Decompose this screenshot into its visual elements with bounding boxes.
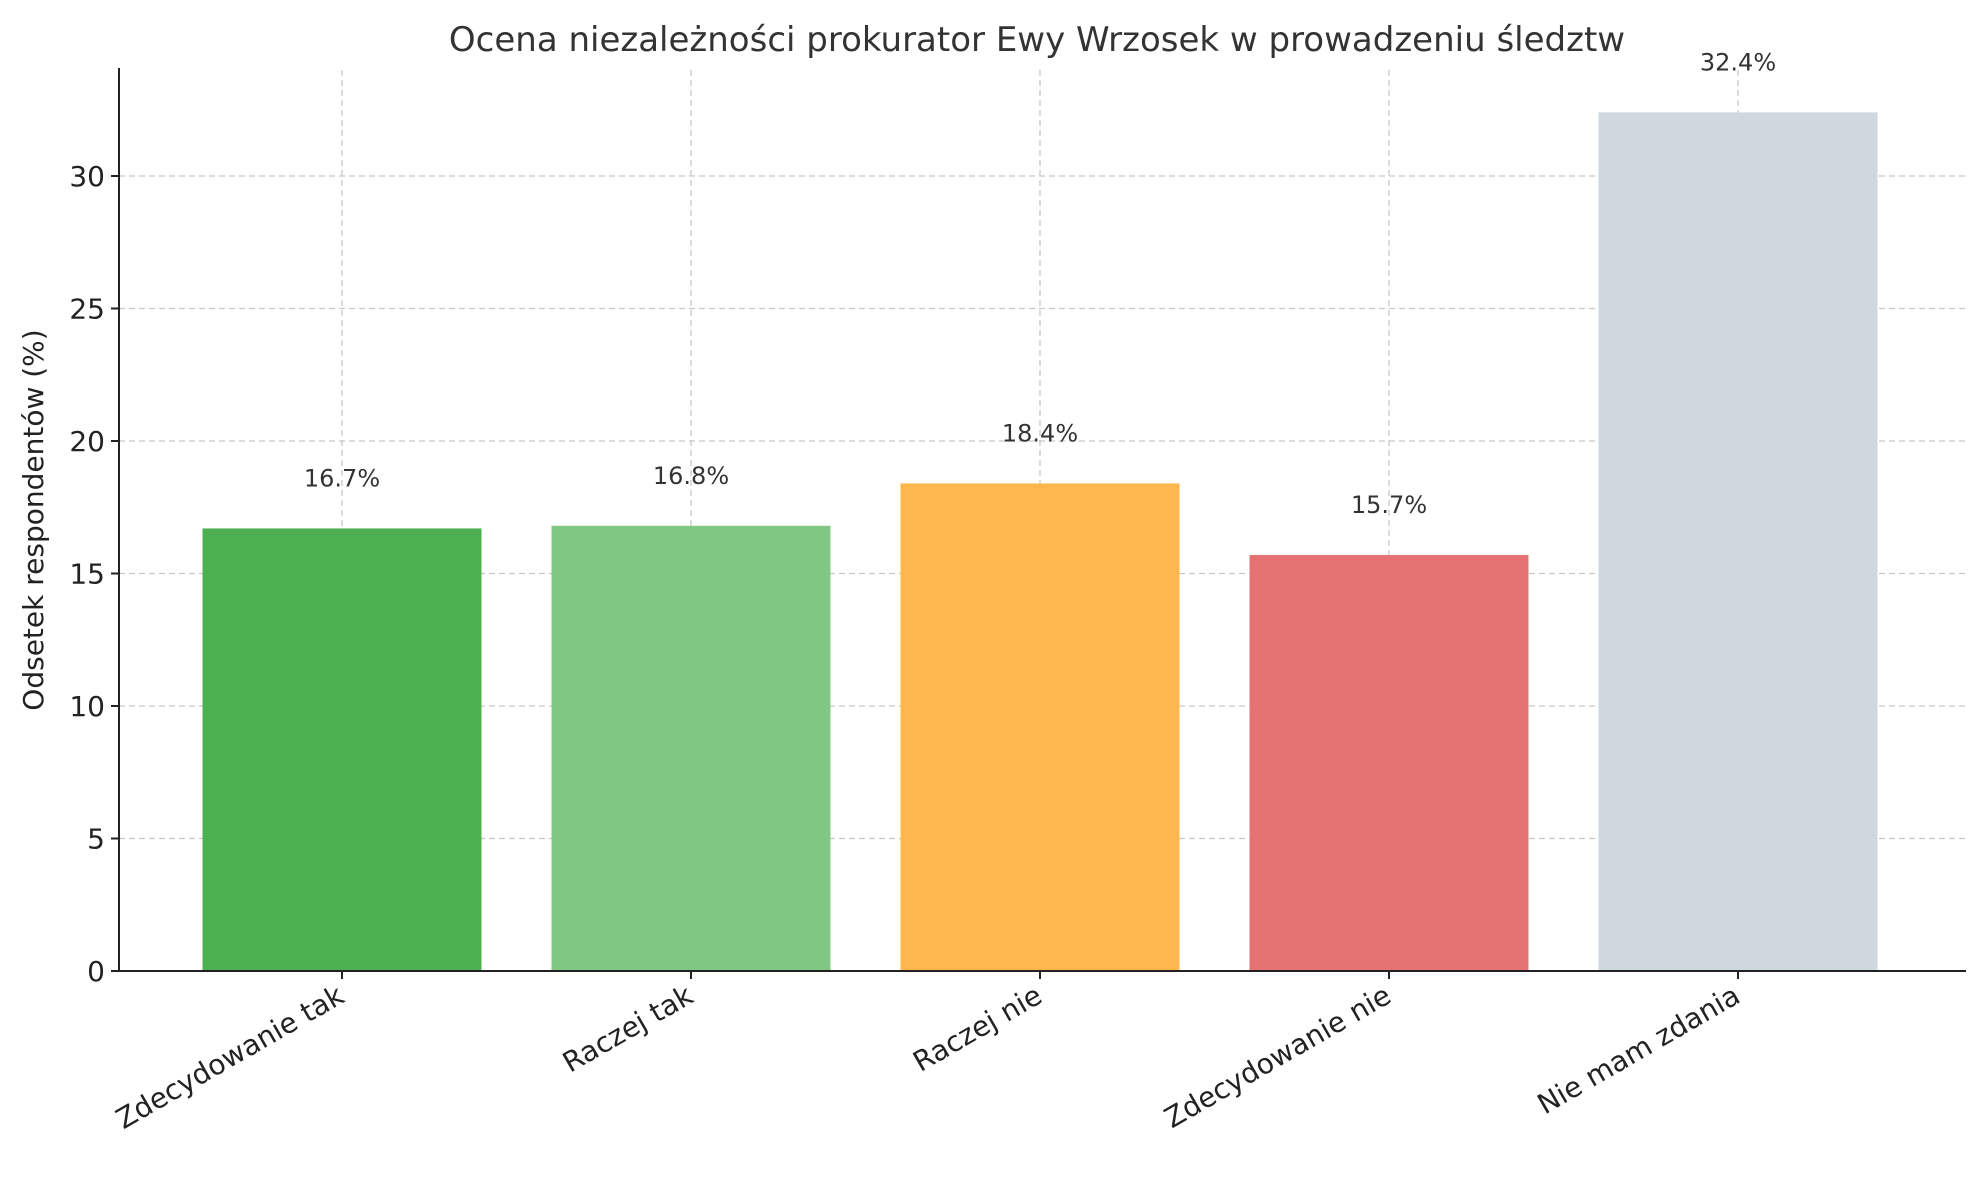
data-label-0: 16.7% (304, 464, 380, 492)
x-ticks: Zdecydowanie tak Raczej tak Raczej nie Zdec… (110, 971, 1746, 1136)
bar-4 (1598, 112, 1878, 971)
axes (118, 68, 1966, 972)
x-tick-label-4: Nie mam zdania (1532, 978, 1746, 1120)
data-label-3: 15.7% (1351, 491, 1427, 519)
bar-2 (900, 483, 1180, 971)
data-labels: 16.7% 16.8% 18.4% 15.7% 32.4% (304, 48, 1776, 519)
data-label-4: 32.4% (1700, 48, 1776, 76)
data-label-1: 16.8% (653, 462, 729, 490)
y-tick-label-4: 20 (69, 425, 105, 458)
y-tick-label-2: 10 (69, 690, 105, 723)
y-tick-label-0: 0 (87, 955, 105, 988)
x-tick-label-0: Zdecydowanie tak (110, 978, 350, 1136)
bar-0 (202, 528, 482, 971)
data-label-2: 18.4% (1002, 419, 1078, 447)
y-ticks: 0 5 10 15 20 25 30 (69, 160, 119, 988)
y-tick-label-6: 30 (69, 160, 105, 193)
bar-3 (1249, 554, 1529, 971)
y-tick-label-3: 15 (69, 558, 105, 591)
chart-title: Ocena niezależności prokurator Ewy Wrzos… (449, 20, 1625, 60)
x-tick-label-2: Raczej nie (907, 978, 1047, 1078)
x-tick-label-1: Raczej tak (557, 978, 699, 1079)
y-axis-label: Odsetek respondentów (%) (17, 329, 50, 710)
bar-1 (551, 525, 831, 971)
bars (202, 112, 1878, 971)
y-tick-label-1: 5 (87, 823, 105, 856)
y-tick-label-5: 25 (69, 293, 105, 326)
x-tick-label-3: Zdecydowanie nie (1159, 978, 1397, 1134)
